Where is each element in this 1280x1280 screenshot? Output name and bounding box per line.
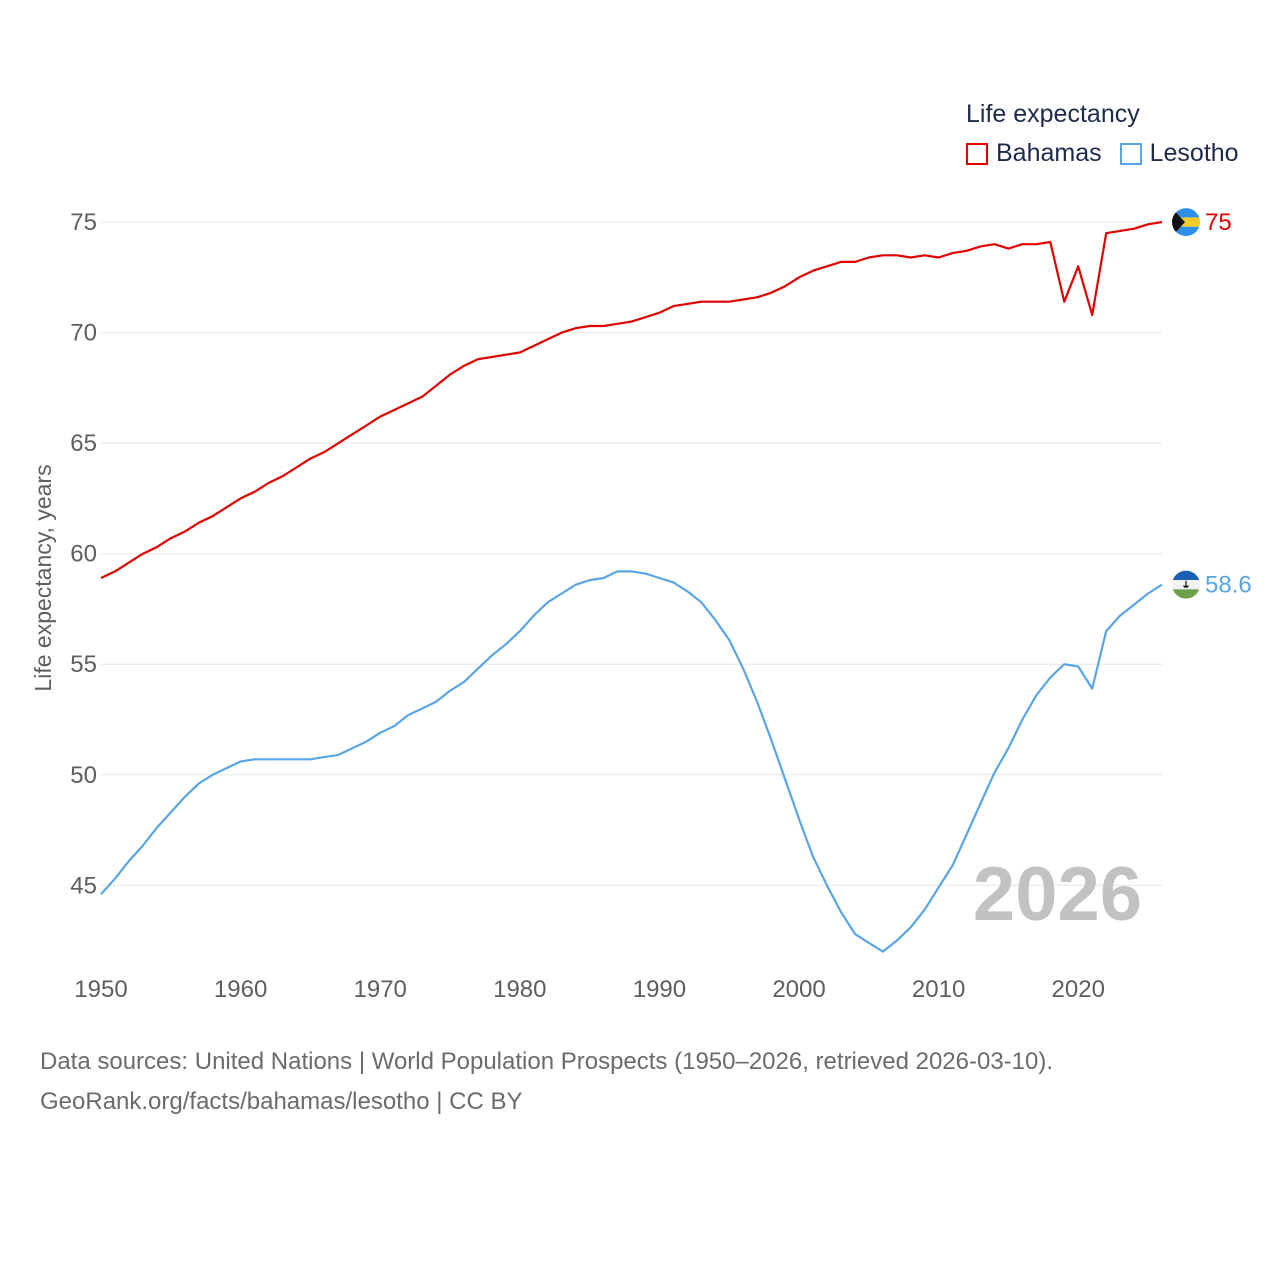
source-line-1: Data sources: United Nations | World Pop…	[40, 1048, 1054, 1075]
y-tick-label: 55	[70, 651, 97, 678]
x-tick-label: 1990	[633, 976, 686, 1003]
y-tick-label: 75	[70, 209, 97, 236]
lesotho-end-value: 58.6	[1205, 572, 1252, 599]
series-lines	[100, 221, 1163, 953]
y-tick-label: 70	[70, 320, 97, 347]
series-line-lesotho[interactable]	[100, 570, 1163, 953]
y-tick-label: 65	[70, 430, 97, 457]
x-axis-ticks: 1950 1960 1970 1980 1990 2000 2010 2020	[74, 976, 1105, 1003]
y-tick-label: 50	[70, 762, 97, 789]
x-tick-label: 1950	[74, 976, 127, 1003]
x-tick-label: 2010	[912, 976, 965, 1003]
legend-item-bahamas[interactable]: Bahamas	[966, 139, 1102, 168]
legend-item-lesotho[interactable]: Lesotho	[1119, 139, 1239, 168]
x-tick-label: 1980	[493, 976, 546, 1003]
legend-label-bahamas: Bahamas	[996, 139, 1102, 167]
legend: Life expectancy Bahamas Lesotho	[966, 100, 1257, 168]
x-tick-label: 2020	[1052, 976, 1105, 1003]
legend-swatch-lesotho	[1119, 142, 1142, 165]
bahamas-flag-icon	[1172, 208, 1200, 237]
series-line-bahamas[interactable]	[100, 221, 1163, 579]
x-tick-label: 1960	[214, 976, 267, 1003]
legend-title: Life expectancy	[966, 100, 1140, 128]
legend-label-lesotho: Lesotho	[1149, 139, 1239, 167]
legend-swatch-bahamas	[966, 142, 988, 165]
y-tick-label: 45	[70, 872, 97, 899]
end-markers: 75 58.6	[1172, 208, 1252, 599]
source-note: Data sources: United Nations | World Pop…	[40, 1042, 1053, 1122]
y-axis-ticks: 45 50 55 60 65 70 75	[70, 209, 97, 899]
source-line-2[interactable]: GeoRank.org/facts/bahamas/lesotho | CC B…	[40, 1088, 523, 1115]
y-tick-label: 60	[70, 541, 97, 568]
x-tick-label: 1970	[354, 976, 407, 1003]
bahamas-end-value: 75	[1205, 209, 1232, 236]
gridlines	[101, 221, 1162, 886]
lesotho-flag-icon	[1172, 570, 1200, 599]
current-year-label: 2026	[973, 852, 1142, 937]
y-axis-title: Life expectancy, years	[30, 464, 56, 691]
x-tick-label: 2000	[772, 976, 825, 1003]
